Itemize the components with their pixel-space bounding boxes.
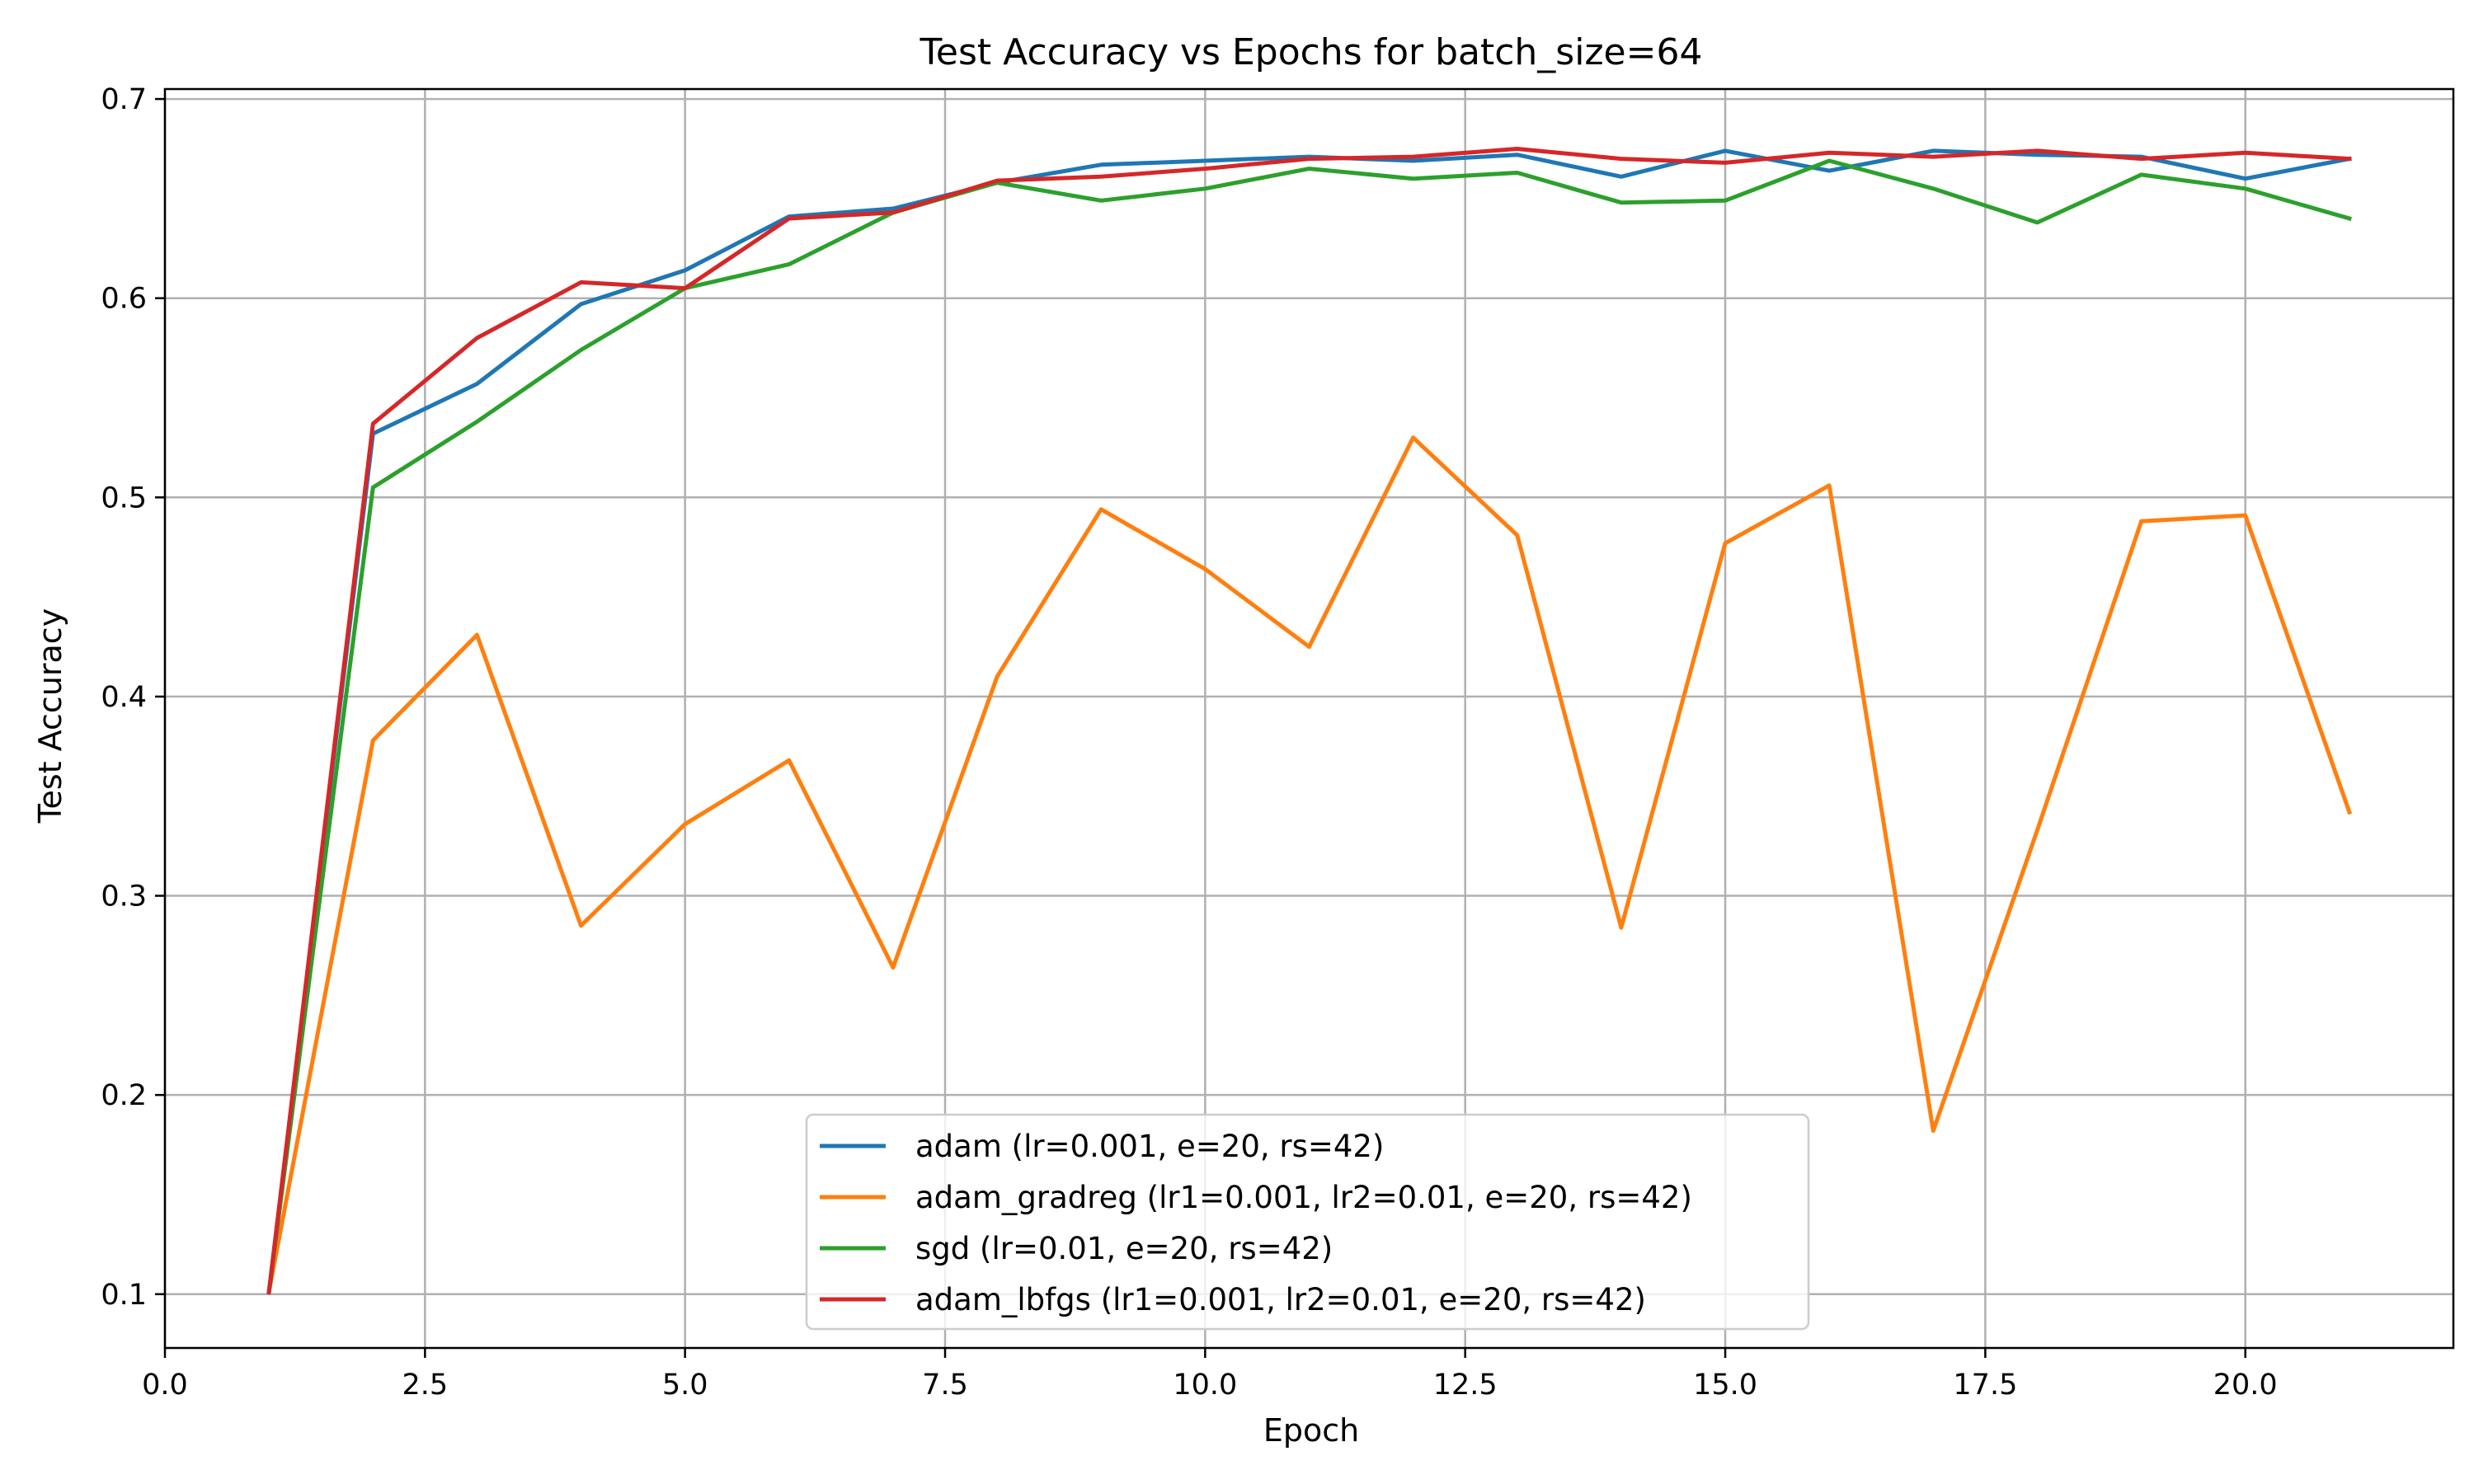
x-axis-ticks: 0.0 2.5 5.0 7.5 10.0 12.5 15.0 17.5 20.0 [142, 1348, 2278, 1402]
series-line-1 [266, 435, 2353, 1295]
y-tick-label: 0.1 [101, 1279, 147, 1312]
x-tick-label: 20.0 [2213, 1369, 2278, 1402]
legend-label-3: adam_lbfgs (lr1=0.001, lr2=0.01, e=20, r… [915, 1282, 1646, 1317]
y-axis-ticks: 0.1 0.2 0.3 0.4 0.5 0.6 0.7 [101, 83, 165, 1312]
grid [163, 89, 2453, 1348]
legend-label-1: adam_gradreg (lr1=0.001, lr2=0.01, e=20,… [915, 1180, 1692, 1215]
x-axis-label: Epoch [1263, 1412, 1359, 1449]
legend: adam (lr=0.001, e=20, rs=42) adam_gradreg… [805, 1113, 1810, 1331]
x-tick-label: 17.5 [1953, 1369, 2017, 1402]
y-tick-label: 0.7 [101, 83, 147, 116]
y-axis-label: Test Accuracy [32, 608, 68, 824]
x-tick-label: 0.0 [142, 1369, 188, 1402]
legend-box [805, 1113, 1810, 1331]
legend-label-2: sgd (lr=0.01, e=20, rs=42) [915, 1231, 1333, 1266]
plot-frame [163, 87, 2455, 1350]
series-line-2 [266, 158, 2352, 1295]
y-tick-label: 0.2 [101, 1079, 147, 1112]
y-tick-label: 0.6 [101, 283, 147, 316]
x-tick-label: 15.0 [1693, 1369, 1757, 1402]
series-line-3 [266, 147, 2352, 1295]
legend-label-0: adam (lr=0.001, e=20, rs=42) [915, 1129, 1384, 1164]
x-tick-label: 12.5 [1433, 1369, 1498, 1402]
chart-title: Test Accuracy vs Epochs for batch_size=6… [920, 31, 1703, 73]
x-tick-label: 2.5 [402, 1369, 449, 1402]
x-tick-label: 10.0 [1173, 1369, 1237, 1402]
y-tick-label: 0.5 [101, 481, 147, 514]
x-tick-label: 5.0 [662, 1369, 708, 1402]
y-tick-label: 0.3 [101, 881, 147, 913]
x-tick-label: 7.5 [922, 1369, 968, 1402]
series-layer [266, 147, 2353, 1295]
y-tick-label: 0.4 [101, 681, 147, 714]
